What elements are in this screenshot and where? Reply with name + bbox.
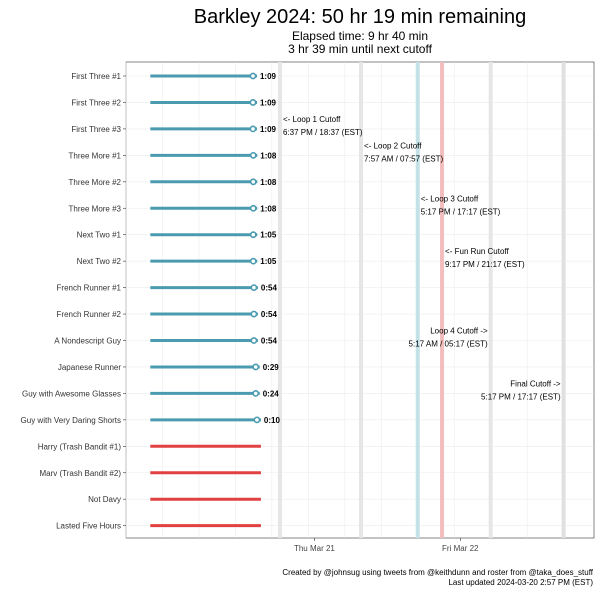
runner-position-marker — [249, 72, 257, 80]
runner-label: Japanese Runner — [58, 363, 121, 372]
cutoff-annotation: <- Fun Run Cutoff — [445, 247, 509, 256]
cutoff-annotation: 7:57 AM / 07:57 (EST) — [364, 154, 443, 163]
runner-position-marker — [249, 231, 257, 239]
runner-label: Three More #3 — [69, 204, 122, 213]
x-tick-label: Thu Mar 21 — [294, 544, 335, 553]
runner-position-marker — [249, 151, 257, 159]
runner-label: Guy with Awesome Glasses — [22, 389, 121, 398]
cutoff-annotation: <- Loop 2 Cutoff — [364, 141, 422, 150]
runner-label: Harry (Trash Bandit #1) — [38, 442, 122, 451]
runner-label: Lasted Five Hours — [56, 522, 121, 531]
runner-position-marker — [250, 284, 258, 291]
cutoff-annotation: 6:37 PM / 18:37 (EST) — [283, 128, 363, 137]
runner-label: Next Two #1 — [77, 231, 122, 240]
runner-time-label: 1:05 — [260, 257, 277, 266]
runner-position-marker — [249, 204, 257, 212]
cutoff-annotation: 5:17 PM / 17:17 (EST) — [421, 207, 501, 216]
runner-labels: First Three #1 First Three #2 First Three … — [21, 72, 126, 531]
runner-label: French Runner #1 — [57, 284, 122, 293]
cutoff-annotation: 5:17 AM / 05:17 (EST) — [409, 340, 488, 349]
runner-position-marker — [252, 363, 260, 371]
runner-label: Next Two #2 — [77, 257, 122, 266]
caption-credits: Created by @johnsug using tweets from @k… — [282, 568, 593, 577]
time-labels: 1:09 1:09 1:09 1:08 1:08 1:08 1:05 1:05 0:54 0:54… — [260, 72, 281, 425]
runner-position-marker — [253, 416, 261, 424]
runner-label: First Three #2 — [71, 98, 121, 107]
runner-time-label: 1:08 — [260, 178, 277, 187]
cutoff-annotation: 5:17 PM / 17:17 (EST) — [481, 392, 561, 401]
runner-label: Three More #2 — [69, 178, 122, 187]
runner-position-marker — [250, 310, 258, 318]
cutoff-annotation: Final Cutoff -> — [510, 379, 561, 388]
runner-position-marker — [252, 389, 260, 397]
runner-label: French Runner #2 — [57, 310, 122, 319]
runner-time-label: 1:08 — [260, 151, 277, 160]
runner-time-label: 1:05 — [260, 231, 277, 240]
runner-time-label: 0:54 — [261, 337, 278, 346]
runner-label: A Nondescript Guy — [54, 337, 121, 346]
runner-time-label: 0:54 — [261, 284, 278, 293]
runner-position-marker — [249, 257, 257, 265]
runner-position-marker — [249, 125, 257, 133]
cutoff-lines — [277, 62, 566, 538]
runner-label: First Three #3 — [71, 125, 121, 134]
runner-time-label: 1:08 — [260, 204, 277, 213]
runner-bars — [150, 72, 261, 528]
chart-subtitle-next-cutoff: 3 hr 39 min until next cutoff — [288, 42, 433, 56]
runner-time-label: 1:09 — [260, 72, 277, 81]
cutoff-annotation: Loop 4 Cutoff -> — [430, 327, 488, 336]
runner-label: Three More #1 — [69, 151, 122, 160]
cutoff-annotation: 9:17 PM / 21:17 (EST) — [445, 260, 525, 269]
runner-position-marker — [249, 99, 257, 106]
runner-label: Not Davy — [88, 495, 121, 504]
x-tick-label: Fri Mar 22 — [442, 544, 479, 553]
caption-updated: Last updated 2024-03-20 2:57 PM (EST) — [448, 578, 593, 587]
x-axis-ticks: Thu Mar 21 Fri Mar 22 — [294, 538, 479, 553]
runner-time-label: 1:09 — [260, 98, 277, 107]
runner-time-label: 0:24 — [263, 389, 280, 398]
chart-subtitle-elapsed: Elapsed time: 9 hr 40 min — [292, 29, 428, 43]
runner-label: First Three #1 — [71, 72, 121, 81]
runner-time-label: 0:54 — [261, 310, 278, 319]
runner-time-label: 1:09 — [260, 125, 277, 134]
runner-position-marker — [250, 337, 258, 344]
runner-time-label: 0:29 — [263, 363, 280, 372]
cutoff-annotation: <- Loop 1 Cutoff — [283, 115, 341, 124]
chart-title: Barkley 2024: 50 hr 19 min remaining — [194, 6, 526, 28]
cutoff-annotation: <- Loop 3 Cutoff — [421, 194, 479, 203]
runner-label: Marv (Trash Bandit #2) — [39, 469, 121, 478]
runner-time-label: 0:10 — [264, 416, 281, 425]
runner-position-marker — [249, 178, 257, 186]
runner-label: Guy with Very Daring Shorts — [21, 416, 121, 425]
